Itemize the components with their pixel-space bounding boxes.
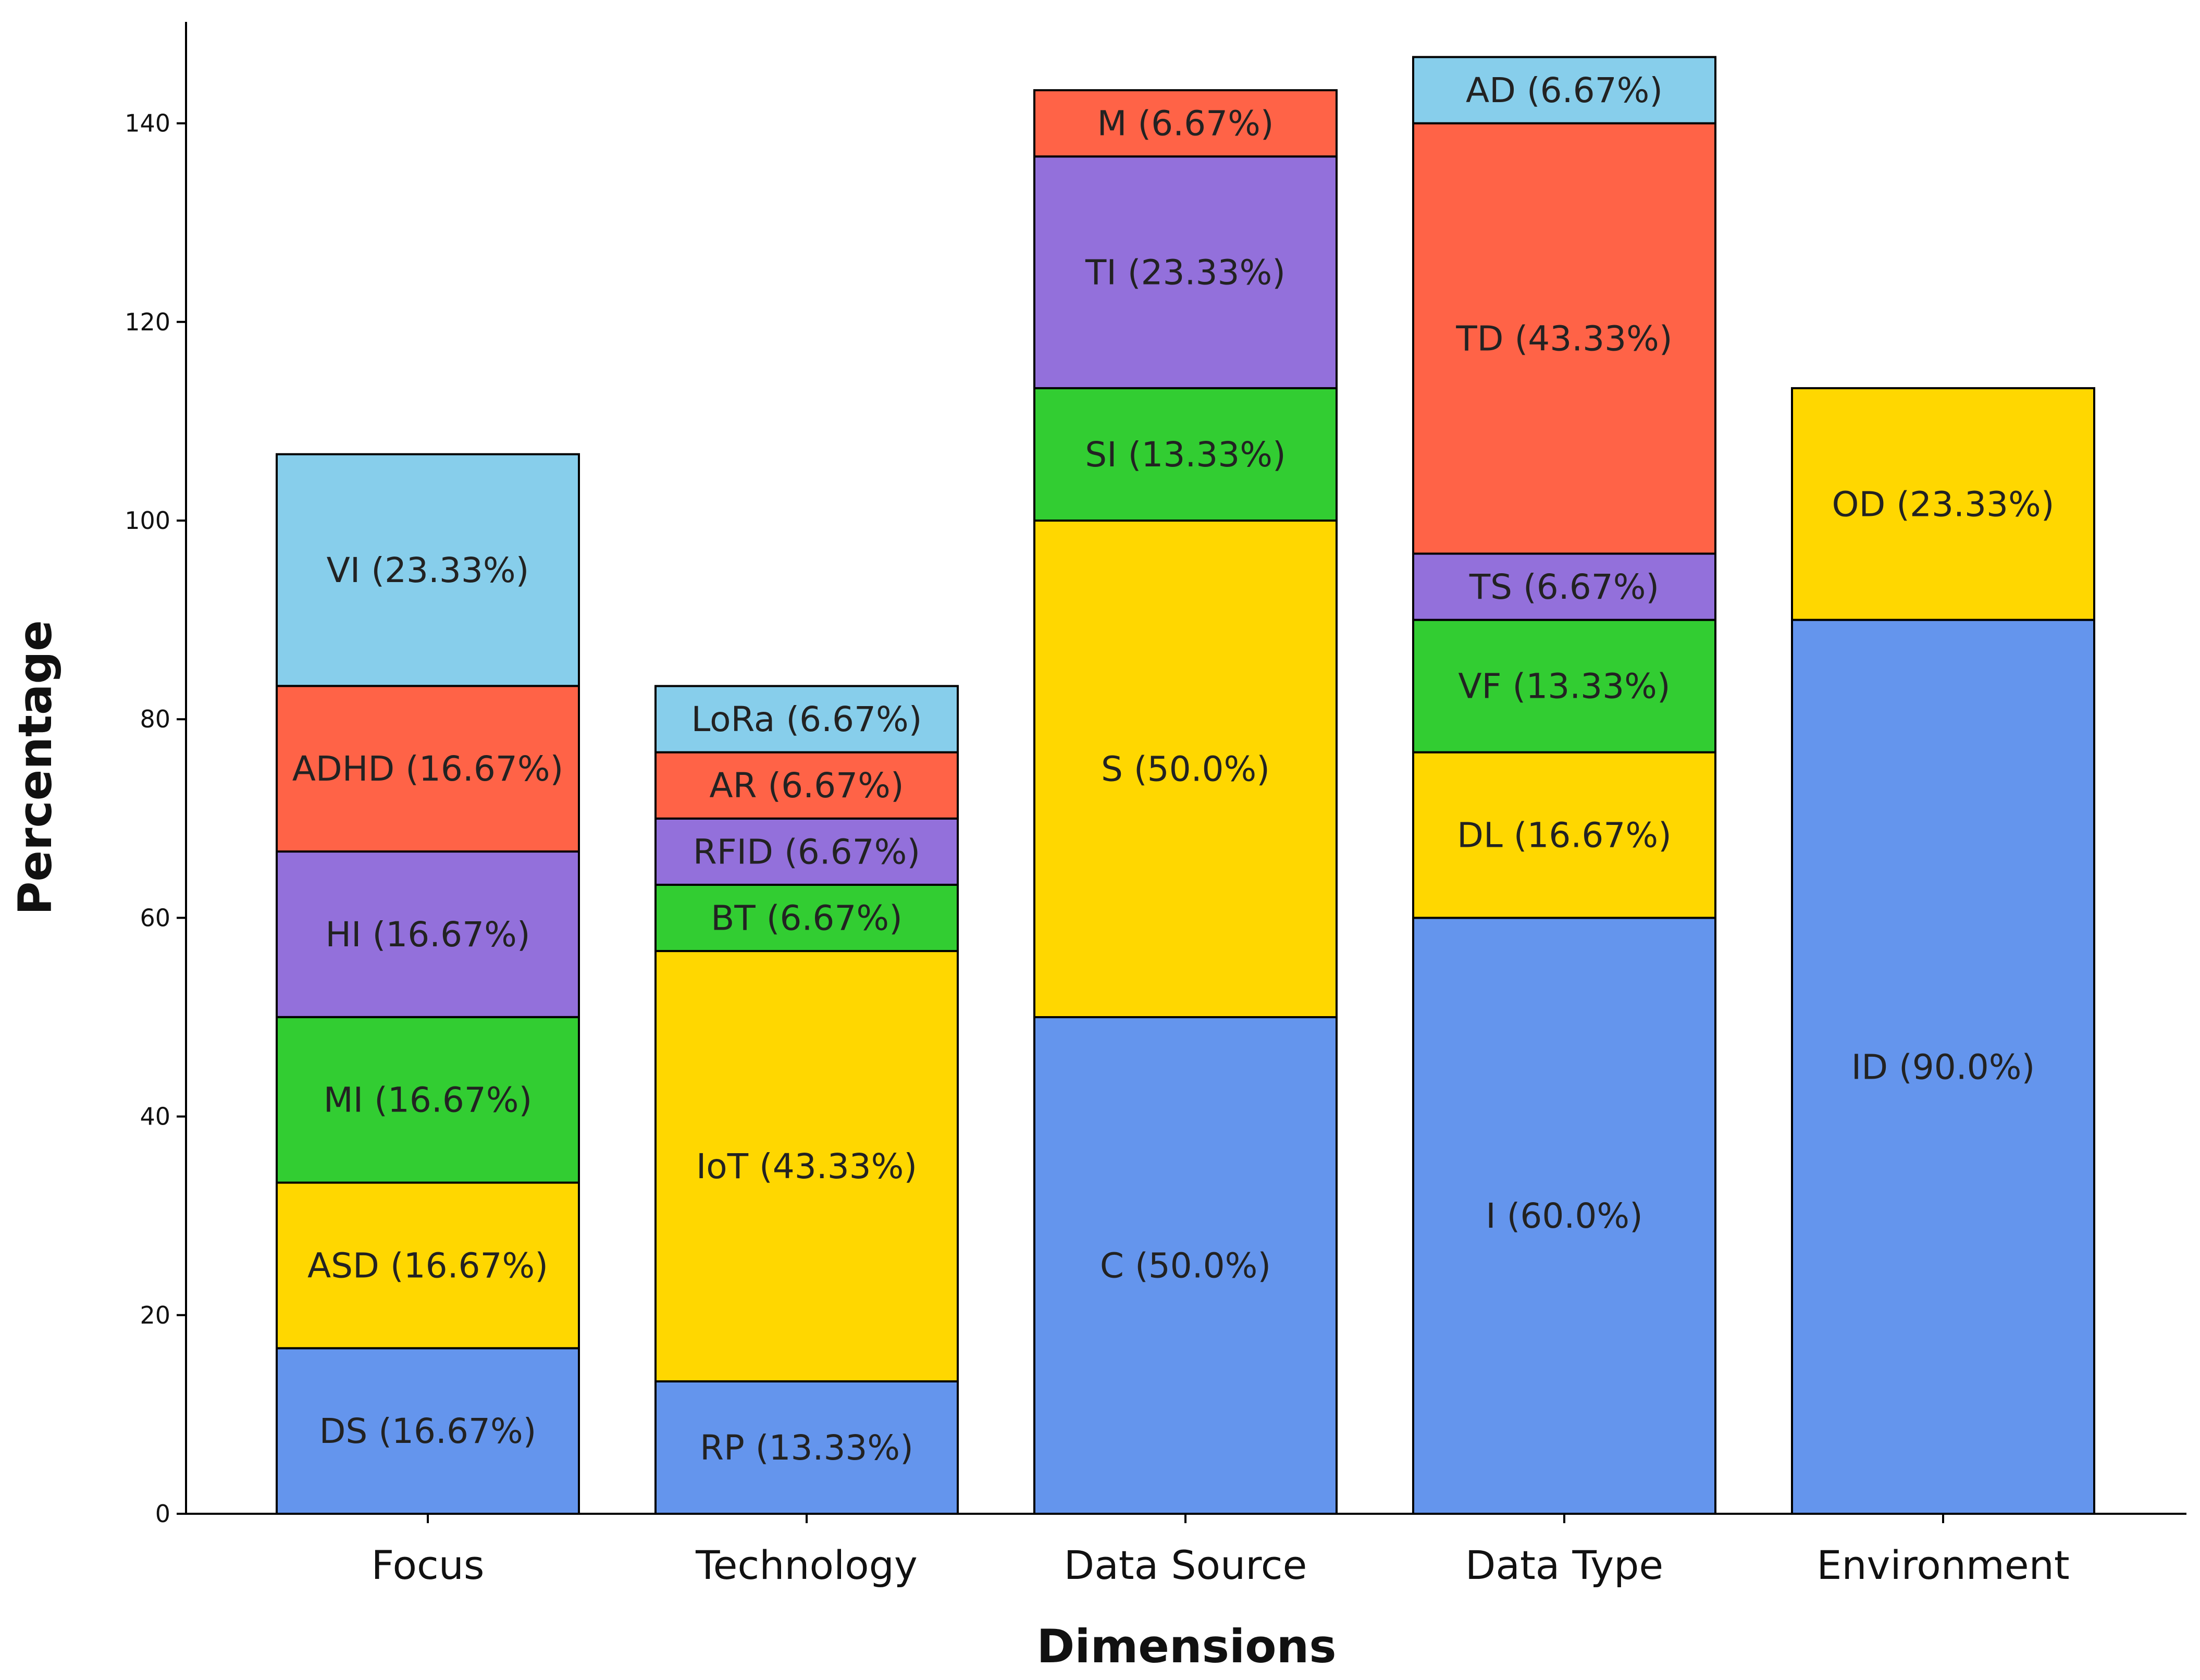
x-tick-label: Data Source: [1064, 1542, 1307, 1588]
segment-label: MI (16.67%): [324, 1080, 533, 1120]
bar-segment: [1412, 552, 1716, 621]
y-tick-label: 120: [125, 308, 170, 336]
bar-segment: [654, 817, 959, 886]
segment-label: OD (23.33%): [1832, 484, 2055, 524]
x-axis-title: Dimensions: [1036, 1620, 1336, 1673]
segment-label: LoRa (6.67%): [691, 699, 922, 739]
segment-label: TI (23.33%): [1085, 253, 1286, 293]
segment-label: S (50.0%): [1101, 749, 1270, 789]
bar-segment: [1412, 619, 1716, 753]
segment-label: ADHD (16.67%): [292, 749, 564, 789]
bar-segment: [276, 850, 580, 1018]
segment-label: DS (16.67%): [319, 1411, 537, 1451]
segment-label: RP (13.33%): [700, 1428, 913, 1468]
bar-segment: [654, 883, 959, 953]
segment-label: DL (16.67%): [1457, 816, 1672, 856]
segment-label: TD (43.33%): [1455, 319, 1672, 359]
bar-segment: [1033, 1016, 1338, 1515]
x-tick-label: Technology: [695, 1542, 918, 1588]
segment-label: IoT (43.33%): [696, 1146, 917, 1187]
x-tick-label: Environment: [1816, 1542, 2069, 1588]
segment-label: VI (23.33%): [327, 550, 529, 590]
segment-labels-layer: DS (16.67%) ASD (16.67%) MI (16.67%) HI (16…: [292, 70, 2055, 1468]
segment-label: SI (13.33%): [1085, 435, 1286, 475]
segment-label: VF (13.33%): [1458, 666, 1670, 707]
bar-segment: [1412, 56, 1716, 125]
bar-segment: [276, 685, 580, 853]
segment-label: AR (6.67%): [709, 765, 904, 806]
bar-segment: [654, 950, 959, 1382]
bar-segment: [1033, 387, 1338, 522]
y-tick-label: 0: [155, 1500, 170, 1528]
x-tick-label: Data Type: [1465, 1542, 1663, 1588]
segment-label: ID (90.0%): [1851, 1047, 2035, 1087]
y-tick-label: 80: [140, 705, 170, 733]
segment-label: I (60.0%): [1486, 1196, 1643, 1236]
bars-layer: [276, 56, 2095, 1515]
segment-label: RFID (6.67%): [693, 832, 920, 872]
y-tick-label: 60: [140, 904, 170, 932]
y-tick-label: 140: [125, 109, 170, 138]
bar-segment: [654, 685, 959, 753]
bar-segment: [654, 751, 959, 820]
segment-label: TS (6.67%): [1469, 567, 1659, 607]
bar-segment: [276, 1347, 580, 1515]
segment-label: HI (16.67%): [325, 915, 530, 955]
y-tick-label: 20: [140, 1301, 170, 1329]
segment-label: C (50.0%): [1100, 1246, 1271, 1286]
segment-label: ASD (16.67%): [307, 1245, 548, 1286]
bar-segment: [1791, 387, 2095, 621]
bar-segment: [1412, 917, 1716, 1515]
bar-segment: [1033, 155, 1338, 389]
bar-segment: [1791, 619, 2095, 1515]
bar-segment: [1412, 751, 1716, 919]
y-axis-title: Percentage: [8, 620, 62, 915]
segment-label: AD (6.67%): [1466, 70, 1663, 110]
segment-label: M (6.67%): [1097, 104, 1274, 144]
segment-label: BT (6.67%): [711, 898, 903, 938]
bar-segment: [276, 453, 580, 687]
y-tick-label: 100: [125, 507, 170, 535]
bar-segment: [276, 1181, 580, 1350]
y-tick-label: 40: [140, 1103, 170, 1131]
y-ticks-layer: 0 20 40 60 80 100 120 140: [125, 109, 186, 1528]
bar-segment: [1033, 89, 1338, 158]
x-tick-label: Focus: [371, 1542, 484, 1588]
x-ticks-layer: Focus Technology Data Source Data Type Envir…: [371, 1514, 2070, 1588]
